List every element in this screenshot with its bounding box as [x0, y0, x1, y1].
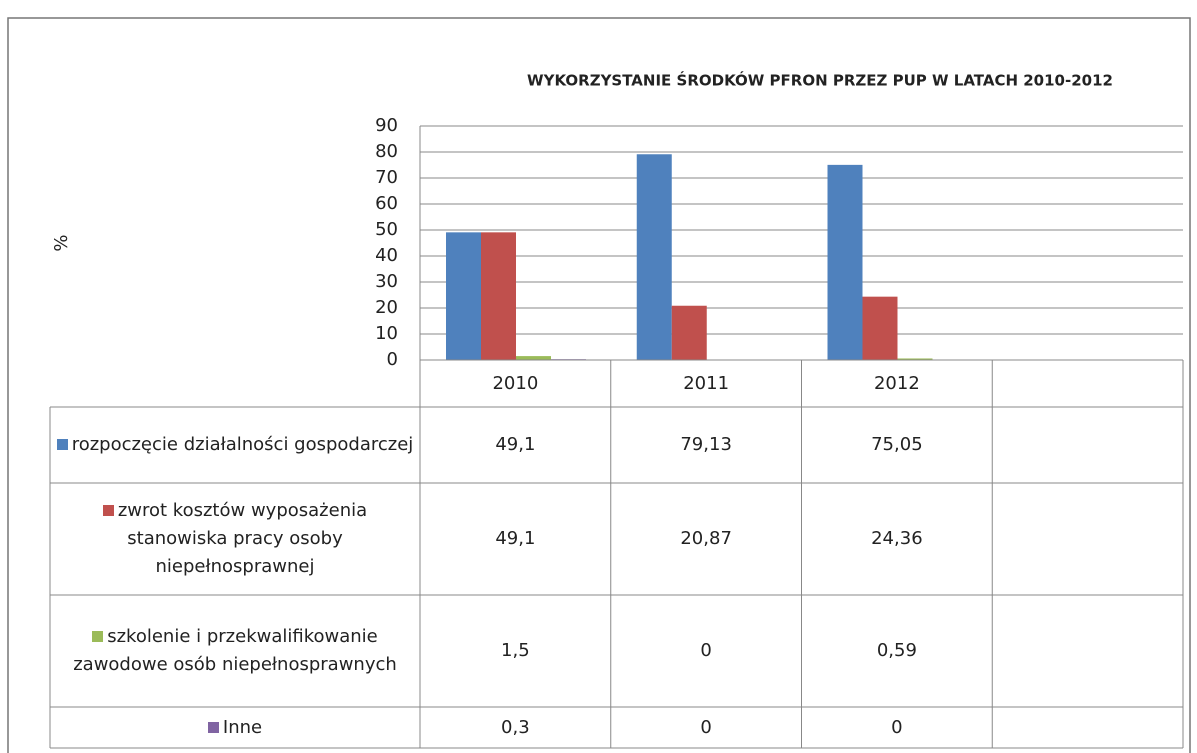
- bar: [671, 305, 707, 360]
- data-label: 0,59: [876, 640, 917, 661]
- bar: [446, 232, 481, 360]
- y-tick-label: 80: [375, 141, 398, 162]
- bar: [481, 232, 516, 360]
- y-tick-label: 10: [375, 323, 398, 344]
- data-label: 49,1: [495, 528, 536, 549]
- legend-swatch: [92, 631, 104, 642]
- data-label: 24,36: [871, 528, 923, 549]
- bar: [516, 356, 551, 360]
- legend-entry: Inne: [50, 707, 420, 748]
- legend-text: szkolenie i przekwalifikowanie zawodowe …: [54, 623, 416, 679]
- legend-swatch: [207, 721, 219, 733]
- legend-entry: zwrot kosztów wyposażenia stanowiska pra…: [50, 483, 420, 595]
- data-label: 20,87: [680, 528, 732, 549]
- data-label: 0: [891, 716, 903, 738]
- x-tick-label: 2010: [492, 373, 538, 394]
- y-tick-label: 70: [375, 167, 398, 188]
- legend-label: rozpoczęcie działalności gospodarczej: [71, 434, 414, 455]
- data-label: 75,05: [871, 434, 923, 455]
- data-label: 49,1: [495, 434, 536, 455]
- bar: [862, 296, 898, 360]
- y-tick-label: 60: [375, 193, 398, 214]
- y-tick-label: 50: [375, 219, 398, 240]
- data-label: 79,13: [680, 434, 732, 455]
- legend-text: Inne: [207, 714, 263, 742]
- bar: [897, 358, 933, 360]
- data-label: 0: [700, 640, 712, 661]
- x-tick-label: 2012: [874, 373, 920, 394]
- chart-title: WYKORZYSTANIE ŚRODKÓW PFRON PRZEZ PUP W …: [527, 71, 1113, 90]
- x-tick-label: 2011: [683, 373, 729, 394]
- legend-entry: szkolenie i przekwalifikowanie zawodowe …: [50, 595, 420, 707]
- y-tick-label: 90: [375, 115, 398, 136]
- legend-label: zwrot kosztów wyposażenia stanowiska pra…: [117, 500, 368, 577]
- legend-entry: rozpoczęcie działalności gospodarczej: [50, 407, 420, 483]
- y-axis-label: %: [51, 234, 72, 251]
- bar: [827, 164, 863, 360]
- legend-label: szkolenie i przekwalifikowanie zawodowe …: [73, 626, 397, 675]
- y-tick-label: 40: [375, 245, 398, 266]
- legend-swatch: [102, 505, 114, 516]
- legend-label: Inne: [222, 716, 263, 738]
- y-tick-label: 0: [387, 349, 398, 370]
- bar: [636, 154, 672, 360]
- legend-swatch: [56, 439, 68, 450]
- data-label: 0: [700, 716, 712, 738]
- legend-text: rozpoczęcie działalności gospodarczej: [56, 431, 414, 459]
- y-tick-label: 20: [375, 297, 398, 318]
- y-tick-label: 30: [375, 271, 398, 292]
- frame: [7, 17, 1191, 753]
- legend-text: zwrot kosztów wyposażenia stanowiska pra…: [54, 497, 416, 581]
- data-label: 0,3: [501, 716, 530, 738]
- data-label: 1,5: [501, 640, 530, 661]
